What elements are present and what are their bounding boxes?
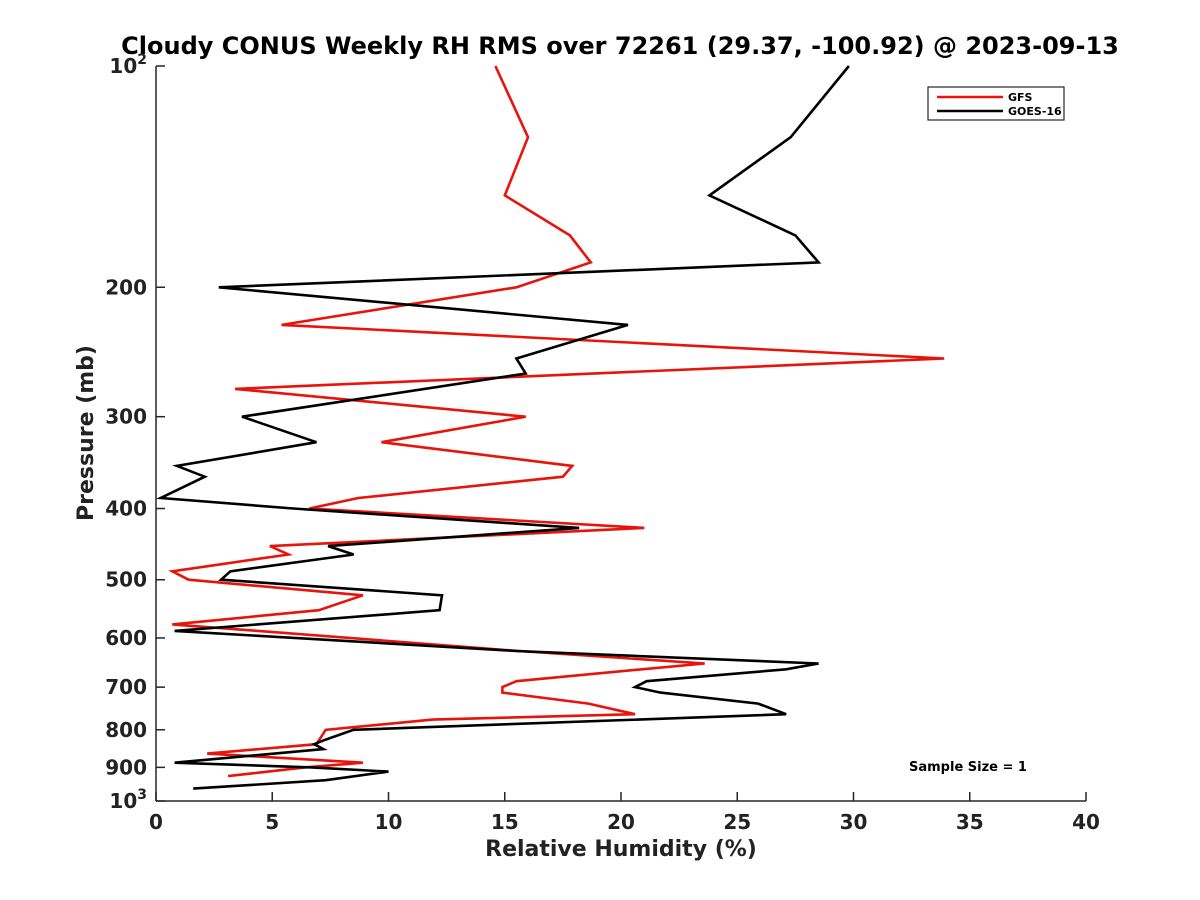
y-tick-label: 400 <box>105 497 147 521</box>
legend-label-goes16: GOES-16 <box>1008 105 1062 118</box>
x-tick-label: 10 <box>375 810 403 834</box>
legend-label-gfs: GFS <box>1008 91 1033 104</box>
x-tick-label: 25 <box>723 810 751 834</box>
y-axis-label: Pressure (mb) <box>74 345 99 521</box>
x-tick-label: 5 <box>265 810 279 834</box>
y-tick-label: 800 <box>105 718 147 742</box>
y-tick-label: 700 <box>105 675 147 699</box>
y-tick-label: 900 <box>105 755 147 779</box>
y-tick-label: 102 <box>109 52 147 78</box>
x-tick-label: 15 <box>491 810 519 834</box>
x-tick-label: 20 <box>607 810 635 834</box>
y-tick-label: 103 <box>109 787 147 813</box>
chart-title: Cloudy CONUS Weekly RH RMS over 72261 (2… <box>121 32 1119 60</box>
y-tick-label: 600 <box>105 626 147 650</box>
x-tick-label: 30 <box>840 810 868 834</box>
x-ticks: 0 5 10 15 20 25 30 35 40 <box>149 792 1100 834</box>
series-line-goes16 <box>155 65 850 790</box>
x-tick-label: 35 <box>956 810 984 834</box>
y-tick-label: 500 <box>105 568 147 592</box>
series-line-gfs <box>168 65 945 778</box>
x-tick-label: 40 <box>1072 810 1100 834</box>
x-axis-label: Relative Humidity (%) <box>485 837 757 862</box>
series-layer <box>155 65 945 790</box>
y-tick-label: 200 <box>105 275 147 299</box>
x-tick-label: 0 <box>149 810 163 834</box>
y-ticks: 102 200 300 400 500 600 700 800 900 103 <box>105 52 165 813</box>
legend: GFS GOES-16 <box>927 86 1065 121</box>
y-tick-label: 300 <box>105 405 147 429</box>
legend-box <box>927 86 1065 121</box>
sample-size-annotation: Sample Size = 1 <box>909 760 1027 775</box>
